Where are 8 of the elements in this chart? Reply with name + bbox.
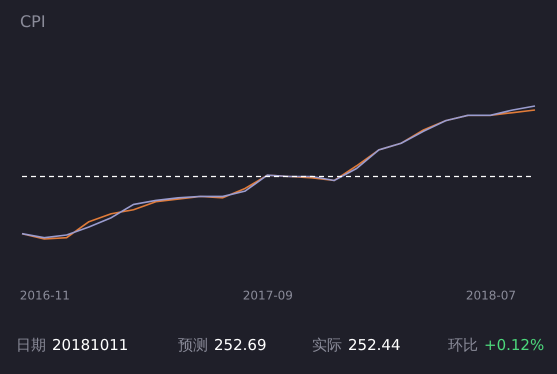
x-tick-label: 2018-07 <box>466 288 516 302</box>
text: 日期 20181011 <box>16 336 128 354</box>
text: 环比 +0.12% <box>448 336 544 354</box>
x-tick-label: 2017-09 <box>242 288 293 302</box>
text: 预测 252.69 <box>178 336 266 354</box>
chart-title: CPI <box>20 12 46 31</box>
x-tick-label: 2016-11 <box>20 288 70 302</box>
text: 实际 252.44 <box>312 336 400 354</box>
